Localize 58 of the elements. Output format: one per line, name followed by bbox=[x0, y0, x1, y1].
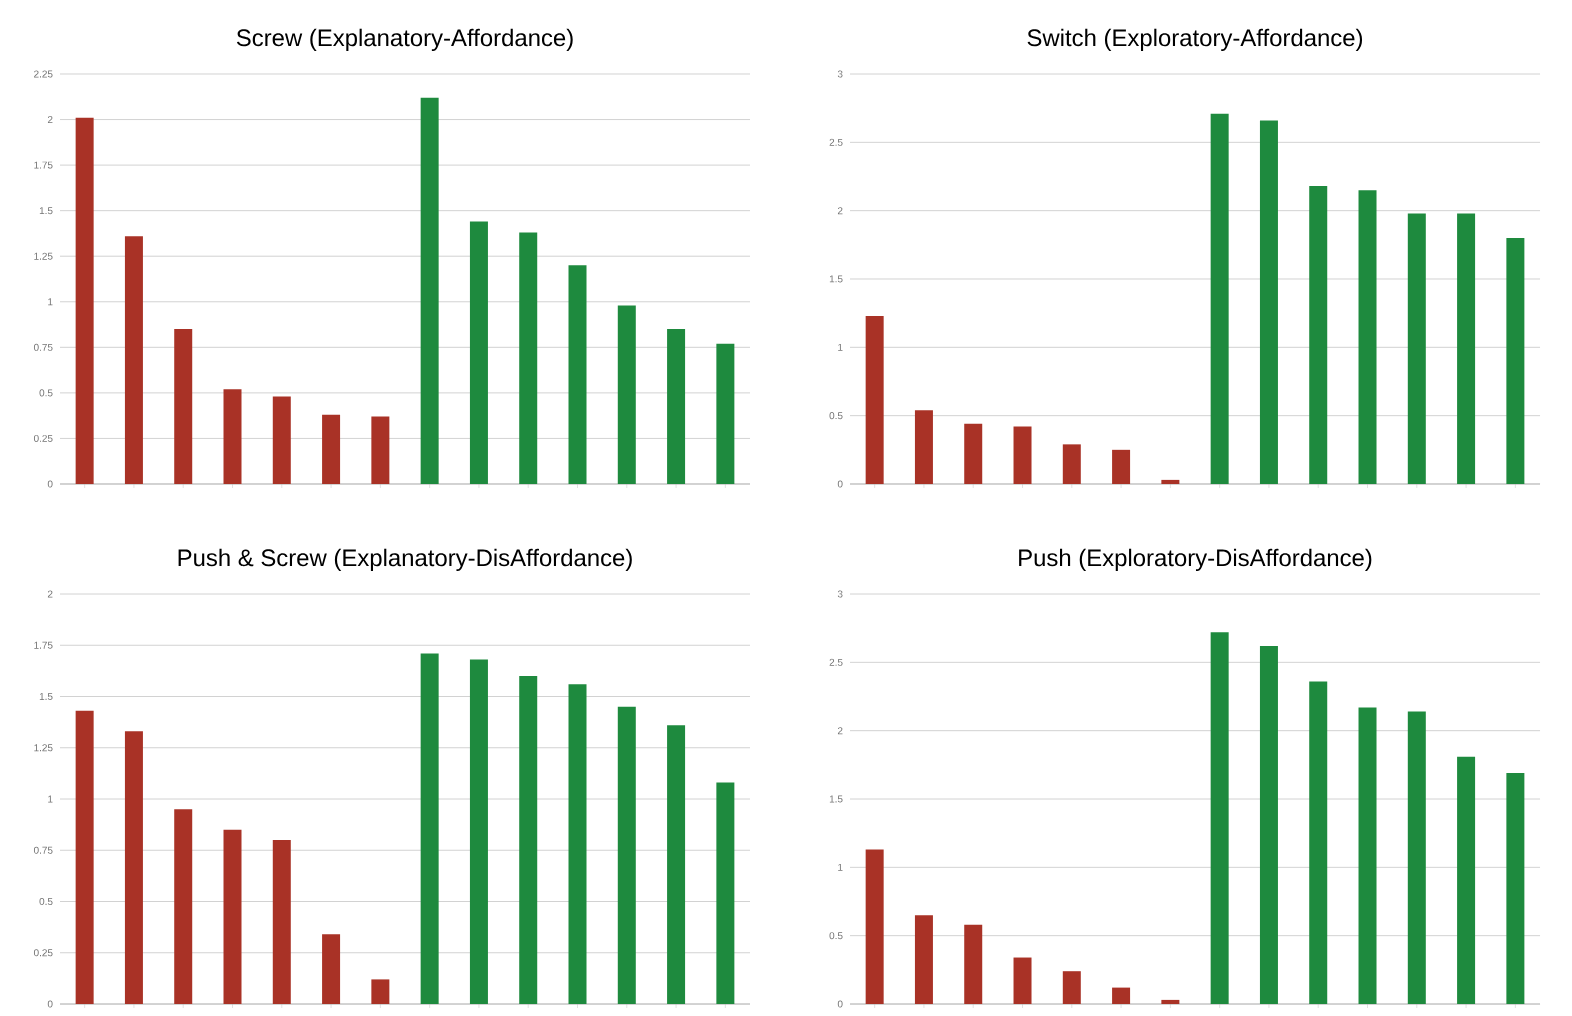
bar bbox=[469, 221, 488, 484]
bar bbox=[420, 97, 439, 484]
bar bbox=[1112, 449, 1131, 484]
bar bbox=[716, 343, 735, 484]
bar bbox=[174, 329, 193, 484]
bar bbox=[1506, 237, 1525, 484]
bar bbox=[420, 653, 439, 1004]
bar bbox=[75, 710, 94, 1004]
bar bbox=[1309, 681, 1328, 1004]
bar bbox=[371, 416, 390, 484]
chart-title: Push & Screw (Explanatory-DisAffordance) bbox=[178, 548, 632, 572]
bar bbox=[1210, 113, 1229, 484]
bar bbox=[568, 265, 587, 484]
bar bbox=[174, 809, 193, 1004]
bar bbox=[371, 979, 390, 1004]
bar bbox=[865, 315, 884, 484]
bar bbox=[1259, 120, 1278, 484]
bar bbox=[322, 934, 341, 1004]
bar bbox=[914, 915, 933, 1004]
bar bbox=[1407, 213, 1426, 484]
bar bbox=[1112, 987, 1131, 1004]
bar bbox=[1358, 190, 1377, 484]
bar bbox=[1013, 957, 1032, 1004]
bar bbox=[667, 725, 686, 1004]
bar bbox=[617, 305, 636, 484]
bar bbox=[1407, 711, 1426, 1004]
bar bbox=[716, 782, 735, 1004]
bar bbox=[124, 731, 143, 1004]
bar bbox=[914, 410, 933, 484]
bar bbox=[322, 414, 341, 484]
bar bbox=[865, 849, 884, 1004]
bar bbox=[1013, 426, 1032, 484]
bar bbox=[617, 706, 636, 1004]
chart-title: Screw (Explanatory-Affordance) bbox=[236, 28, 573, 51]
bar bbox=[1309, 186, 1328, 484]
bar bbox=[964, 423, 983, 484]
bar bbox=[1457, 756, 1476, 1004]
bar bbox=[1259, 645, 1278, 1004]
chart-title: Switch (Exploratory-Affordance) bbox=[1027, 28, 1363, 52]
bar bbox=[124, 236, 143, 484]
bar bbox=[1358, 707, 1377, 1004]
bar bbox=[272, 840, 291, 1004]
bar bbox=[667, 329, 686, 484]
bar bbox=[223, 829, 242, 1004]
bar bbox=[1062, 444, 1081, 484]
bar bbox=[519, 232, 538, 484]
bar bbox=[964, 924, 983, 1004]
chart-title: Push (Exploratory-DisAffordance) bbox=[1019, 548, 1372, 572]
bar bbox=[75, 117, 94, 484]
bar bbox=[223, 389, 242, 484]
bar bbox=[272, 396, 291, 484]
bar bbox=[1506, 773, 1525, 1004]
bar bbox=[1210, 632, 1229, 1004]
bar bbox=[1062, 971, 1081, 1004]
bar bbox=[519, 676, 538, 1004]
bar bbox=[1457, 213, 1476, 484]
bar bbox=[568, 684, 587, 1004]
bar bbox=[469, 659, 488, 1004]
